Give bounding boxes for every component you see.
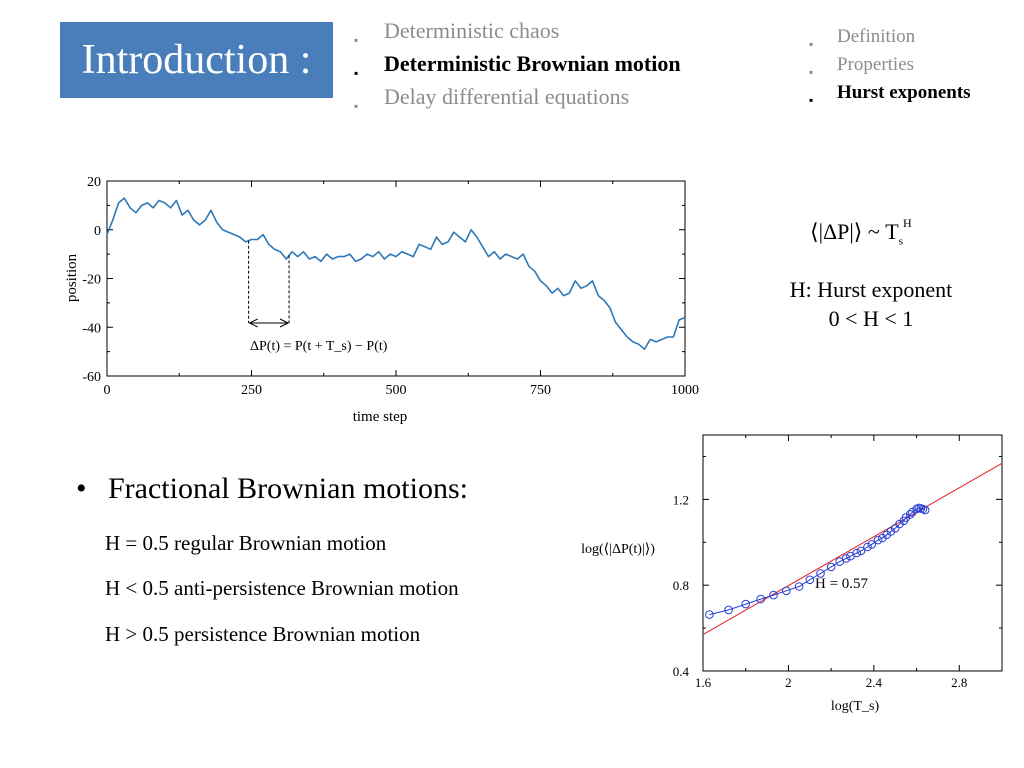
bullet-icon: ▪ xyxy=(809,65,814,79)
subtopic-label: Properties xyxy=(837,54,915,75)
y-tick-label: -60 xyxy=(82,370,101,385)
subtopic-label: Definition xyxy=(837,26,916,47)
position-timeseries-chart: 0 250 500 750 1000 20 0 -20 -40 -60 time step pos… xyxy=(64,175,699,425)
y-tick-label: 1.2 xyxy=(673,492,689,507)
topic-item: ▪ Deterministic chaos xyxy=(354,16,681,49)
fit-line xyxy=(702,462,1003,635)
data-point xyxy=(805,575,815,585)
bullet-icon: ▪ xyxy=(809,93,814,107)
hurst-loglog-chart: 1.6 2 2.4 2.8 0.4 0.8 1.2 H = 0.57 log(T_s) lo… xyxy=(581,434,1003,714)
hurst-relation-sup: H xyxy=(902,215,912,230)
fbm-heading-text: Fractional Brownian motions: xyxy=(108,472,468,505)
data-point xyxy=(794,582,804,591)
span-arrowhead-right xyxy=(279,318,290,328)
fbm-line-regular: H = 0.5 regular Brownian motion xyxy=(105,531,387,555)
x-tick-label: 250 xyxy=(241,383,262,398)
data-point xyxy=(895,519,904,529)
bullet-icon: • xyxy=(76,472,87,505)
x-axis-label: log(T_s) xyxy=(831,699,880,714)
y-tick-label: 0.8 xyxy=(673,578,689,593)
slide-title: Introduction : xyxy=(60,22,333,98)
y-tick-label: 0 xyxy=(94,224,101,239)
data-point xyxy=(826,562,836,572)
data-point xyxy=(741,599,750,609)
data-point xyxy=(908,507,917,517)
data-point xyxy=(867,540,877,549)
data-point xyxy=(878,533,887,543)
data-point xyxy=(901,513,911,522)
bullet-icon: ▪ xyxy=(354,33,359,47)
hurst-range: 0 < H < 1 xyxy=(828,306,914,331)
subtopic-label: Hurst exponents xyxy=(837,82,971,103)
x-tick-label: 0 xyxy=(104,383,111,398)
bullet-icon: ▪ xyxy=(354,66,359,80)
data-point xyxy=(756,594,765,604)
x-tick-label: 750 xyxy=(530,383,551,398)
data-point xyxy=(856,546,866,556)
plot-frame xyxy=(106,180,686,377)
hurst-fit-annotation: H = 0.57 xyxy=(815,576,869,592)
hurst-relation-base: ⟨|ΔP|⟩ ~ T xyxy=(810,219,899,244)
plot-frame xyxy=(702,434,1003,672)
y-tick-label: -20 xyxy=(82,273,101,288)
delta-p-formula: ΔP(t) = P(t + T_s) − P(t) xyxy=(250,339,388,354)
data-point xyxy=(816,569,825,578)
data-point xyxy=(873,535,883,545)
subtopic-item: ▪ Properties xyxy=(809,52,971,80)
data-point xyxy=(852,548,862,558)
subtopic-outline: ▪ Definition ▪ Properties ▪ Hurst exponents xyxy=(809,24,971,108)
x-tick-label: 2 xyxy=(785,675,792,690)
bullet-icon: ▪ xyxy=(354,99,359,113)
topic-item: ▪ Delay differential equations xyxy=(354,82,681,115)
subtopic-item-current: ▪ Hurst exponents xyxy=(809,80,971,108)
hurst-label: H: Hurst exponent xyxy=(789,277,953,302)
y-tick-label: 0.4 xyxy=(673,664,690,679)
x-tick-label: 500 xyxy=(386,383,407,398)
y-axis-label: position xyxy=(64,253,80,302)
subtopic-item: ▪ Definition xyxy=(809,24,971,52)
hurst-relation-sub: s xyxy=(898,235,903,248)
topic-outline: ▪ Deterministic chaos ▪ Deterministic Brow… xyxy=(354,16,681,115)
fbm-line-persistence: H > 0.5 persistence Brownian motion xyxy=(105,622,421,646)
data-point xyxy=(905,510,915,519)
position-series-line xyxy=(106,197,686,350)
data-point xyxy=(841,554,851,563)
data-connecting-line xyxy=(709,507,926,616)
topic-item-current: ▪ Deterministic Brownian motion xyxy=(354,49,681,82)
bullet-icon: ▪ xyxy=(809,37,814,51)
fbm-line-anti-persistence: H < 0.5 anti-persistence Brownian motion xyxy=(105,576,459,600)
data-point xyxy=(782,586,791,596)
topic-label: Deterministic Brownian motion xyxy=(384,51,681,76)
data-point xyxy=(863,542,872,552)
data-point xyxy=(705,610,714,619)
topic-label: Deterministic chaos xyxy=(384,18,560,43)
data-point xyxy=(912,504,921,514)
x-axis-label: time step xyxy=(353,409,408,425)
data-point xyxy=(769,590,778,600)
data-point xyxy=(918,504,928,514)
fbm-heading: • Fractional Brownian motions: xyxy=(76,472,468,506)
topic-label: Delay differential equations xyxy=(384,84,630,109)
y-tick-label: -40 xyxy=(82,321,101,336)
x-tick-label: 2.4 xyxy=(866,675,883,690)
y-axis-label: log(⟨|ΔP(t)|⟩) xyxy=(581,542,655,557)
x-tick-label: 2.8 xyxy=(951,675,967,690)
data-point xyxy=(886,527,896,536)
data-point xyxy=(724,605,733,615)
data-point xyxy=(890,524,900,533)
y-tick-label: 20 xyxy=(87,175,101,190)
hurst-relation: ⟨|ΔP|⟩ ~ TsH xyxy=(810,215,912,248)
span-arrowhead-left xyxy=(248,318,258,328)
data-point xyxy=(920,505,930,515)
x-tick-label: 1.6 xyxy=(695,675,712,690)
x-tick-label: 1000 xyxy=(671,383,699,398)
